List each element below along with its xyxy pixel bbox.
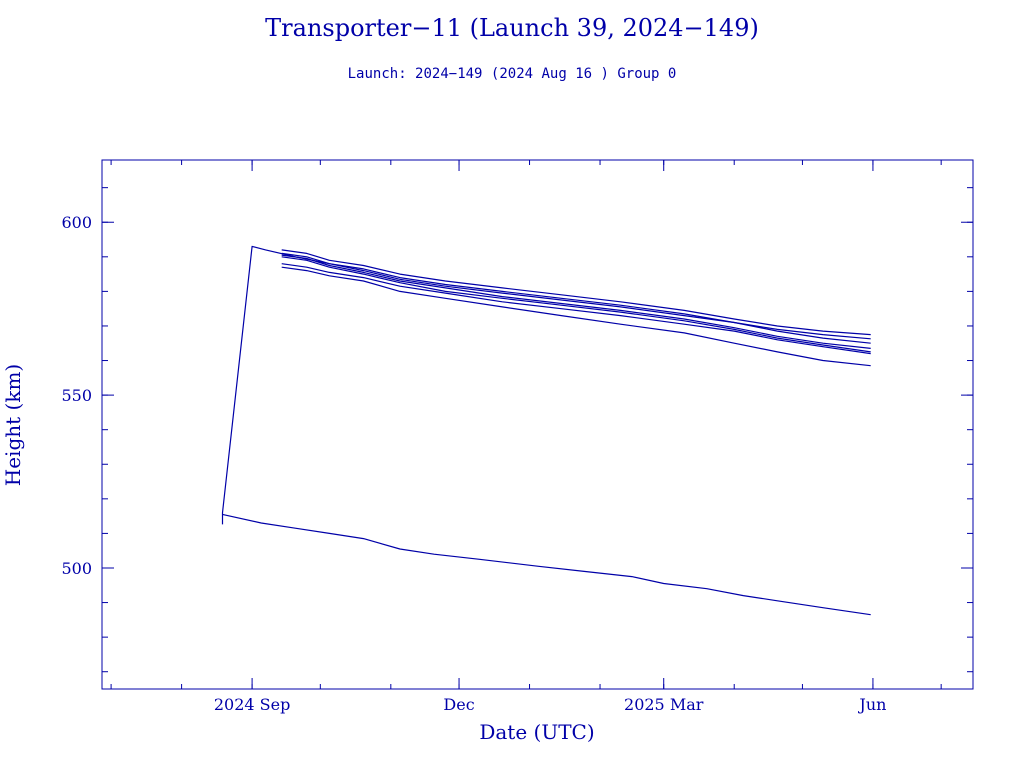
series-line-4 [281,254,871,349]
axis-ticks [102,160,973,689]
series-line-1 [221,245,871,525]
chart-title: Transporter−11 (Launch 39, 2024−149) [265,14,759,42]
series-line-5 [281,256,871,353]
series-line-3 [281,252,871,344]
series-lines [221,245,871,616]
series-line-8 [222,513,871,616]
x-tick-label: Dec [443,695,474,714]
y-tick-label: 500 [61,559,92,578]
x-tick-label: 2024 Sep [214,695,290,714]
series-line-7 [281,266,871,367]
series-line-2 [281,249,871,336]
x-tick-label: 2025 Mar [624,695,704,714]
y-tick-label: 600 [61,213,92,232]
series-line-6 [281,263,871,355]
y-axis-label: Height (km) [1,364,25,486]
x-tick-label: Jun [857,695,886,714]
x-axis-label: Date (UTC) [479,720,594,744]
axis-tick-labels: 2024 Sep Dec 2025 Mar Jun 500 550 600 [61,213,886,714]
plot-frame [101,159,974,690]
chart-subtitle: Launch: 2024−149 (2024 Aug 16 ) Group 0 [347,66,677,82]
y-tick-label: 550 [61,386,92,405]
